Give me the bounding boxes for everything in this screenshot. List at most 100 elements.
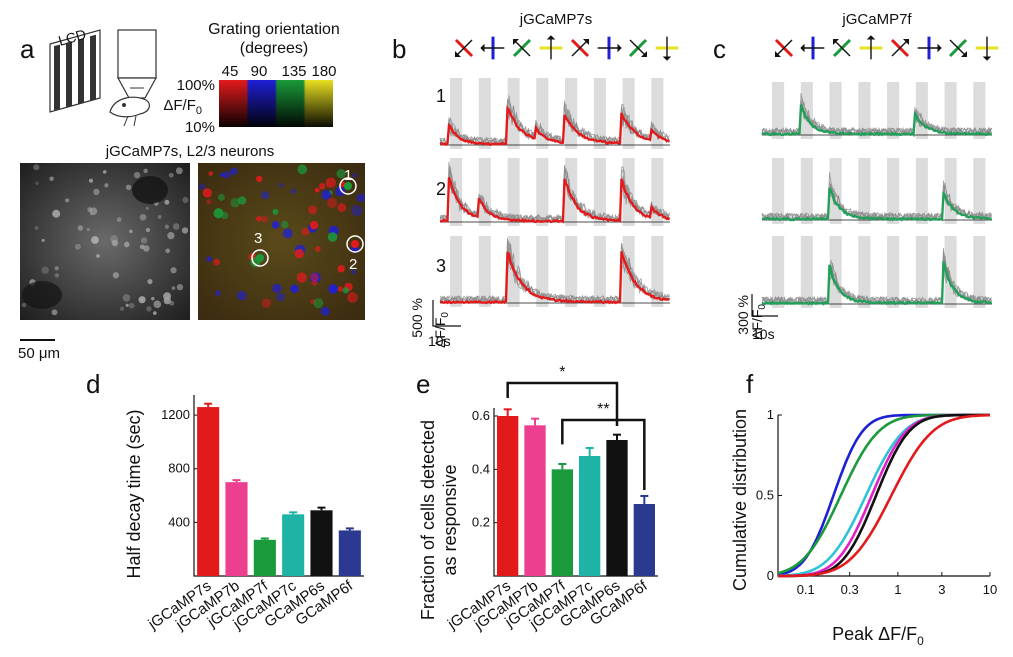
- neuron-soma: [337, 264, 345, 273]
- e-ylabel-line1: Fraction of cells detected: [418, 420, 438, 620]
- neuron-soma: [122, 294, 131, 302]
- neuron-soma: [208, 171, 214, 176]
- stimulus-period: [800, 158, 813, 224]
- neuron-soma: [309, 221, 319, 230]
- trial-trace: [439, 243, 670, 305]
- neuron-soma: [140, 237, 148, 244]
- stimulus-period: [593, 236, 606, 307]
- bar: [633, 504, 655, 576]
- neuron-soma: [176, 283, 184, 291]
- neuron-soma: [153, 300, 162, 309]
- neuron-soma: [150, 296, 155, 301]
- scale-unit-label: ΔF/F0: [749, 304, 768, 340]
- neuron-soma: [89, 212, 93, 216]
- bar: [225, 482, 248, 576]
- neuron-soma: [294, 249, 304, 259]
- neuron-soma: [202, 188, 212, 198]
- direction-arrow-icon: [948, 38, 968, 58]
- x-tick-label: 3: [938, 582, 945, 597]
- bar: [606, 440, 628, 576]
- y-tick-label: 0.6: [472, 408, 490, 423]
- neuron-soma: [261, 191, 270, 200]
- neuron-soma: [143, 245, 150, 252]
- neuron-soma: [163, 292, 172, 301]
- colorbar-brightness: [219, 80, 333, 127]
- neuron-soma: [230, 197, 240, 208]
- mean-trace: [761, 187, 992, 222]
- trace-row: [439, 236, 670, 307]
- y-tick-label: 1200: [161, 407, 190, 422]
- neuron-soma: [125, 184, 132, 191]
- neuron-soma: [311, 279, 318, 286]
- panel-d-label: d: [86, 369, 100, 399]
- trace-rows: [761, 82, 993, 308]
- row-label: 3: [436, 256, 446, 276]
- neuron-soma: [327, 232, 338, 242]
- neuron-soma: [34, 226, 39, 230]
- cell-label: 3: [254, 230, 262, 247]
- neuron-soma: [297, 164, 308, 175]
- neuron-soma: [41, 238, 45, 242]
- cell-1-marker: [339, 177, 357, 195]
- y-tick-label: 400: [168, 514, 190, 529]
- neuron-soma: [256, 254, 264, 262]
- y-tick-label: 0.2: [472, 515, 490, 530]
- cell-label: 1: [344, 167, 352, 184]
- neuron-soma: [237, 196, 247, 205]
- stimulus-period: [858, 82, 871, 139]
- stimulus-period: [887, 82, 900, 139]
- f-ylabel: Cumulative distribution: [730, 409, 750, 591]
- orientation-tick: 90: [251, 63, 268, 80]
- neuron-soma: [51, 309, 58, 316]
- x-tick-label: 0.1: [797, 582, 815, 597]
- neuron-soma: [213, 258, 221, 266]
- trial-trace: [439, 238, 670, 305]
- y-tick-label: 800: [168, 461, 190, 476]
- stimulus-period: [536, 158, 549, 226]
- row-label: 2: [436, 179, 446, 199]
- cell-3-marker: [251, 249, 269, 267]
- neuron-soma: [74, 243, 81, 250]
- neuron-soma: [290, 188, 297, 194]
- panel-a-label: a: [20, 34, 35, 64]
- image-title: jGCaMP7s, L2/3 neurons: [105, 143, 274, 160]
- neuron-soma: [230, 167, 238, 176]
- neuron-soma: [337, 286, 344, 292]
- stimulus-period: [507, 158, 520, 226]
- trial-trace: [761, 253, 992, 306]
- orientation-tick: 180: [311, 63, 336, 80]
- stimulus-period: [858, 236, 871, 308]
- axis: [193, 395, 364, 577]
- bar: [551, 469, 573, 576]
- panel-e: e 0.20.40.6jGCaMP7sjGCaMP7bjGCaMP7fjGCaM…: [416, 364, 658, 634]
- neuron-soma: [143, 168, 148, 174]
- neuron-soma: [272, 283, 282, 293]
- neuron-soma: [167, 232, 175, 240]
- stimulus-period: [973, 236, 986, 308]
- stimulus-direction-icons: [774, 35, 999, 61]
- neuron-soma: [214, 290, 221, 296]
- panel-f: f 0.1 0.3 1 3 10 0 0.5 1 Cumulative distributio…: [730, 369, 997, 648]
- scale-y-label: 300 %: [735, 295, 751, 335]
- trace-row: [439, 78, 670, 149]
- panel-b-label: b: [392, 34, 406, 64]
- neuron-soma: [336, 168, 346, 179]
- bar: [282, 514, 305, 576]
- neuron-soma: [278, 183, 284, 188]
- direction-arrow-icon: [480, 36, 505, 60]
- neuron-soma: [351, 205, 363, 217]
- neuron-soma: [128, 302, 135, 309]
- stimulus-period: [829, 82, 842, 139]
- neuron-soma: [147, 278, 153, 285]
- mean-trace: [440, 177, 671, 224]
- neuron-soma: [65, 198, 70, 203]
- stimulus-period: [772, 82, 785, 139]
- direction-arrow-icon: [800, 36, 825, 60]
- neuron-soma: [112, 272, 120, 279]
- neuron-soma: [313, 298, 324, 309]
- panel-e-label: e: [416, 369, 430, 399]
- scale-bar-label: 50 μm: [18, 345, 60, 362]
- neuron-soma: [325, 177, 336, 188]
- x-tick-label: 1: [894, 582, 901, 597]
- neuron-soma: [220, 172, 225, 177]
